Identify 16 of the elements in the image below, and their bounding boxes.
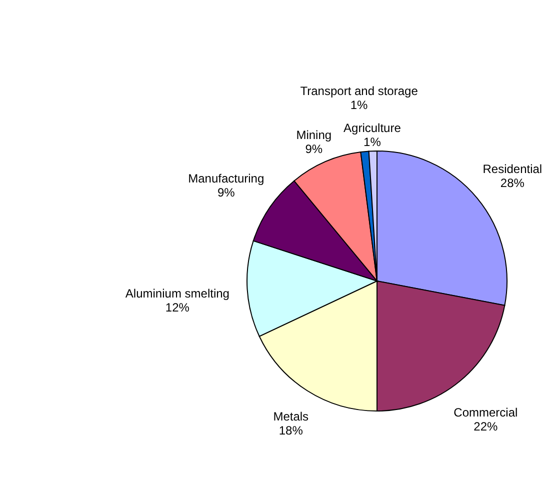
data-label: 28% [500,176,525,190]
slice-label: Manufacturing [188,171,264,186]
slice-label: Mining [296,128,332,142]
data-label: 1% [364,134,382,149]
data-label: 9% [217,185,236,200]
slice-label: Transport and storage [300,84,418,98]
slice-label: Agriculture [344,120,402,135]
slice-label: Metals [273,410,309,424]
slice-label: Residential [482,162,542,176]
slice-label: Aluminium smelting [125,286,230,301]
slice-label: Commercial [454,405,518,420]
data-label: 22% [474,419,498,434]
data-label: 1% [350,98,368,112]
data-label: 9% [305,142,323,156]
data-label: 18% [278,424,304,438]
data-label: 12% [165,300,190,315]
